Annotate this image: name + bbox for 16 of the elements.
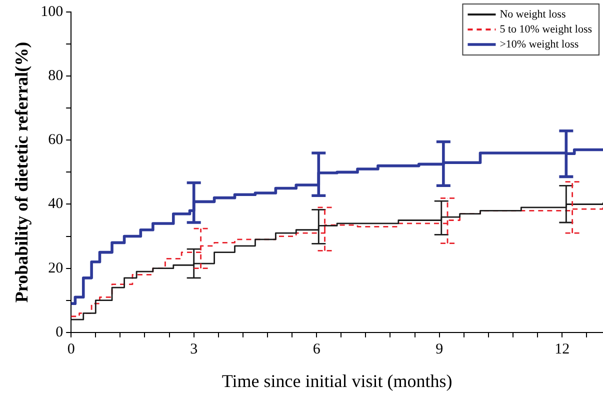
legend-label: 5 to 10% weight loss [500,23,592,36]
x-tick-label: 0 [67,341,75,358]
y-axis-title: Probability of dietetic referral(%) [11,42,32,303]
x-tick-label: 3 [190,341,198,358]
y-tick-label: 100 [40,4,64,20]
x-tick-label: 12 [554,341,570,358]
y-tick-label: 60 [48,132,64,148]
y-tick-label: 0 [56,324,64,340]
y-tick-label: 80 [48,68,64,84]
y-tick-label: 40 [48,196,64,212]
y-tick-label: 20 [48,260,64,276]
x-tick-label: 6 [312,341,321,358]
legend-label: >10% weight loss [500,38,579,50]
legend-label: No weight loss [500,8,566,20]
x-axis-title: Time since initial visit (months) [222,370,452,391]
x-tick-label: 9 [436,341,444,358]
